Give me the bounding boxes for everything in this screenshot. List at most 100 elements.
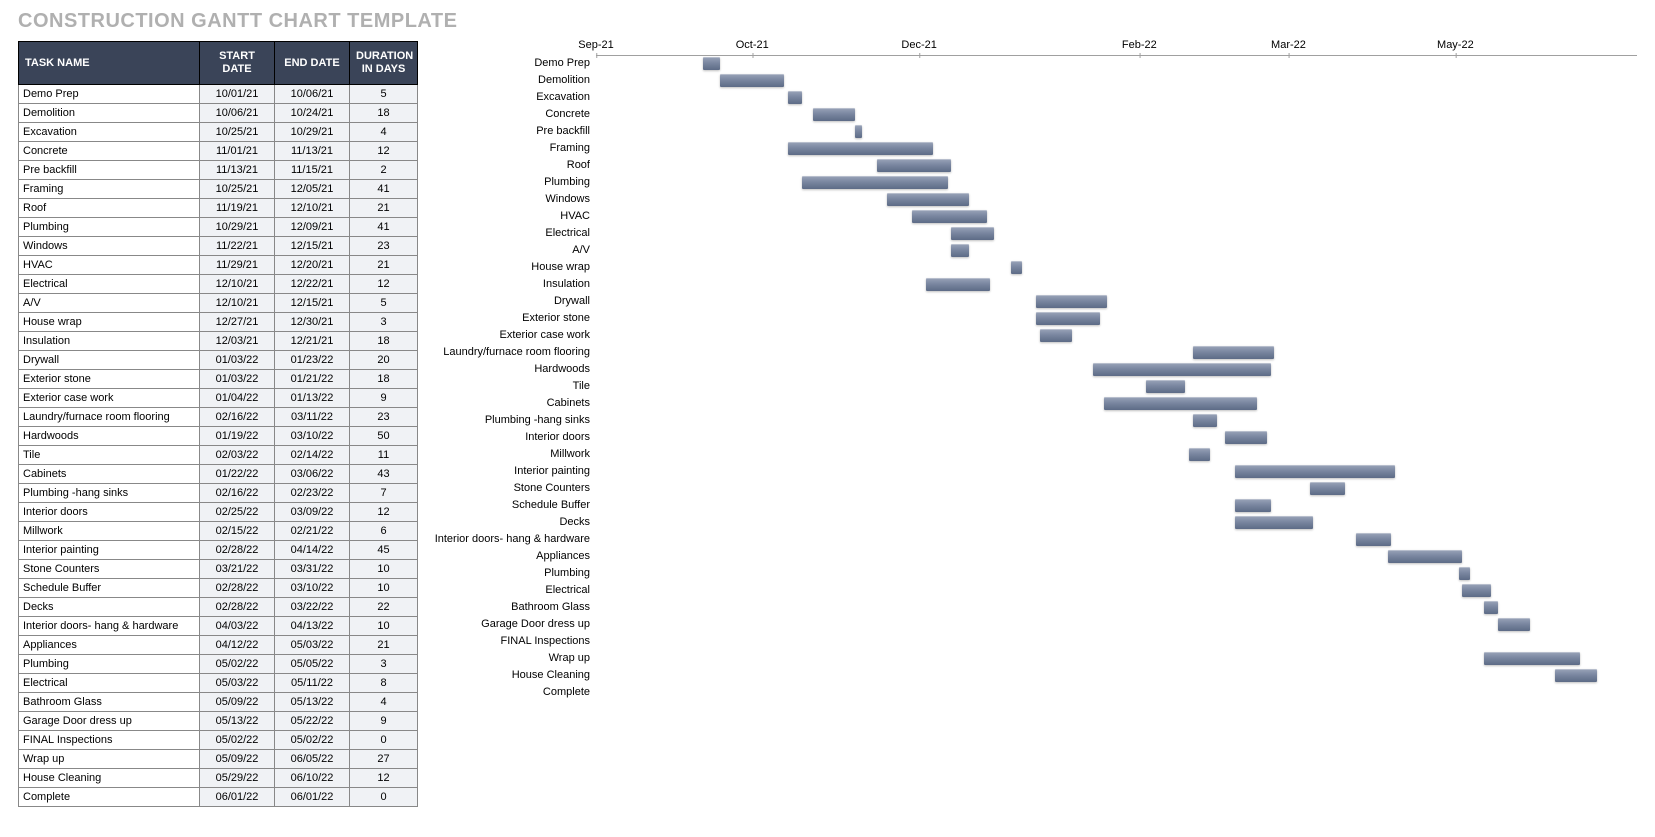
- cell-start-date: 02/28/22: [200, 598, 275, 617]
- gantt-bar: [887, 193, 969, 206]
- cell-duration: 9: [350, 389, 418, 408]
- cell-duration: 8: [350, 674, 418, 693]
- cell-start-date: 10/29/21: [200, 218, 275, 237]
- gantt-row: FINAL Inspections: [596, 633, 1637, 650]
- cell-duration: 22: [350, 598, 418, 617]
- col-start-date: START DATE: [200, 42, 275, 85]
- gantt-row: Drywall: [596, 293, 1637, 310]
- cell-task-name: Interior doors- hang & hardware: [19, 617, 200, 636]
- table-row: Tile02/03/2202/14/2211: [19, 446, 418, 465]
- cell-task-name: Electrical: [19, 275, 200, 294]
- gantt-row: Excavation: [596, 89, 1637, 106]
- table-row: Exterior case work01/04/2201/13/229: [19, 389, 418, 408]
- cell-duration: 43: [350, 465, 418, 484]
- cell-start-date: 05/02/22: [200, 731, 275, 750]
- gantt-bar: [951, 244, 969, 257]
- cell-task-name: Demo Prep: [19, 85, 200, 104]
- cell-start-date: 04/12/22: [200, 636, 275, 655]
- cell-end-date: 12/05/21: [275, 180, 350, 199]
- cell-task-name: Windows: [19, 237, 200, 256]
- cell-start-date: 11/01/21: [200, 142, 275, 161]
- cell-end-date: 10/29/21: [275, 123, 350, 142]
- cell-duration: 0: [350, 788, 418, 807]
- gantt-bar: [703, 57, 721, 70]
- cell-end-date: 11/15/21: [275, 161, 350, 180]
- gantt-row-label: Cabinets: [430, 395, 596, 412]
- table-row: Hardwoods01/19/2203/10/2250: [19, 427, 418, 446]
- gantt-bar: [1555, 669, 1598, 682]
- cell-task-name: Plumbing: [19, 655, 200, 674]
- cell-end-date: 03/09/22: [275, 503, 350, 522]
- cell-duration: 0: [350, 731, 418, 750]
- cell-start-date: 01/19/22: [200, 427, 275, 446]
- table-row: Plumbing05/02/2205/05/223: [19, 655, 418, 674]
- cell-end-date: 12/10/21: [275, 199, 350, 218]
- gantt-row: Tile: [596, 378, 1637, 395]
- table-row: Appliances04/12/2205/03/2221: [19, 636, 418, 655]
- gantt-bar: [1235, 465, 1395, 478]
- cell-duration: 3: [350, 655, 418, 674]
- gantt-row: Windows: [596, 191, 1637, 208]
- gantt-bar: [1036, 312, 1100, 325]
- table-row: Roof11/19/2112/10/2121: [19, 199, 418, 218]
- cell-end-date: 03/10/22: [275, 427, 350, 446]
- cell-start-date: 11/22/21: [200, 237, 275, 256]
- gantt-row: Interior painting: [596, 463, 1637, 480]
- table-row: House Cleaning05/29/2206/10/2212: [19, 769, 418, 788]
- cell-end-date: 05/22/22: [275, 712, 350, 731]
- gantt-bar: [1498, 618, 1530, 631]
- table-row: Insulation12/03/2112/21/2118: [19, 332, 418, 351]
- cell-duration: 10: [350, 560, 418, 579]
- table-row: Windows11/22/2112/15/2123: [19, 237, 418, 256]
- table-row: Demolition10/06/2110/24/2118: [19, 104, 418, 123]
- cell-task-name: Plumbing: [19, 218, 200, 237]
- cell-duration: 12: [350, 769, 418, 788]
- gantt-row: Garage Door dress up: [596, 616, 1637, 633]
- cell-task-name: Plumbing -hang sinks: [19, 484, 200, 503]
- gantt-row-label: Concrete: [430, 106, 596, 123]
- gantt-row-label: Millwork: [430, 446, 596, 463]
- gantt-bar: [912, 210, 987, 223]
- gantt-row: Demo Prep: [596, 55, 1637, 72]
- gantt-bar: [1462, 584, 1490, 597]
- gantt-row-label: Laundry/furnace room flooring: [430, 344, 596, 361]
- gantt-bar: [788, 91, 802, 104]
- cell-task-name: Electrical: [19, 674, 200, 693]
- cell-task-name: House wrap: [19, 313, 200, 332]
- gantt-bar: [813, 108, 856, 121]
- cell-start-date: 01/03/22: [200, 370, 275, 389]
- cell-start-date: 05/29/22: [200, 769, 275, 788]
- cell-end-date: 05/05/22: [275, 655, 350, 674]
- cell-start-date: 10/06/21: [200, 104, 275, 123]
- cell-task-name: Excavation: [19, 123, 200, 142]
- gantt-row-label: Complete: [430, 684, 596, 701]
- cell-end-date: 02/23/22: [275, 484, 350, 503]
- gantt-row: Schedule Buffer: [596, 497, 1637, 514]
- gantt-bar: [855, 125, 862, 138]
- cell-end-date: 12/30/21: [275, 313, 350, 332]
- gantt-row: A/V: [596, 242, 1637, 259]
- gantt-row: Exterior stone: [596, 310, 1637, 327]
- cell-end-date: 05/02/22: [275, 731, 350, 750]
- cell-duration: 23: [350, 237, 418, 256]
- cell-start-date: 05/02/22: [200, 655, 275, 674]
- cell-end-date: 12/15/21: [275, 294, 350, 313]
- cell-start-date: 11/29/21: [200, 256, 275, 275]
- cell-duration: 21: [350, 256, 418, 275]
- table-row: Interior painting02/28/2204/14/2245: [19, 541, 418, 560]
- cell-start-date: 12/10/21: [200, 275, 275, 294]
- col-duration: DURATION IN DAYS: [350, 42, 418, 85]
- cell-start-date: 02/15/22: [200, 522, 275, 541]
- col-task-name: TASK NAME: [19, 42, 200, 85]
- cell-end-date: 10/24/21: [275, 104, 350, 123]
- gantt-row-label: Interior doors: [430, 429, 596, 446]
- cell-duration: 18: [350, 370, 418, 389]
- gantt-row-label: Pre backfill: [430, 123, 596, 140]
- cell-duration: 12: [350, 503, 418, 522]
- cell-start-date: 06/01/22: [200, 788, 275, 807]
- cell-task-name: Exterior case work: [19, 389, 200, 408]
- gantt-plot: Demo PrepDemolitionExcavationConcretePre…: [596, 55, 1637, 707]
- page-title: CONSTRUCTION GANTT CHART TEMPLATE: [18, 10, 1637, 33]
- table-row: Concrete11/01/2111/13/2112: [19, 142, 418, 161]
- cell-task-name: Interior painting: [19, 541, 200, 560]
